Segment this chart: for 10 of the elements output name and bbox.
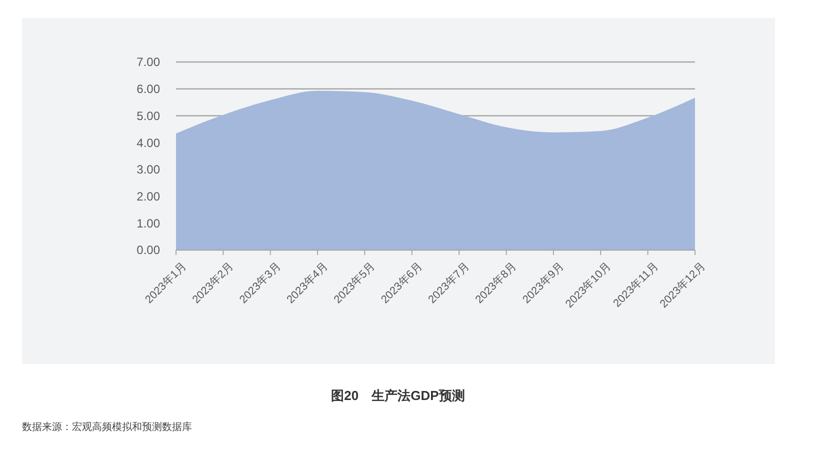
y-tick-label: 7.00: [136, 55, 160, 70]
y-tick-label: 2.00: [136, 189, 160, 204]
y-tick-label: 3.00: [136, 162, 160, 177]
y-tick-label: 6.00: [136, 82, 160, 96]
y-tick-label: 0.00: [136, 243, 160, 258]
y-tick-label: 1.00: [136, 216, 160, 230]
y-tick-label: 5.00: [136, 108, 160, 123]
y-tick-label: 4.00: [136, 136, 160, 150]
text: 图20 生产法GDP预测: [331, 388, 465, 403]
source-note: 数据来源：宏观高频模拟和预测数据库: [22, 421, 192, 433]
